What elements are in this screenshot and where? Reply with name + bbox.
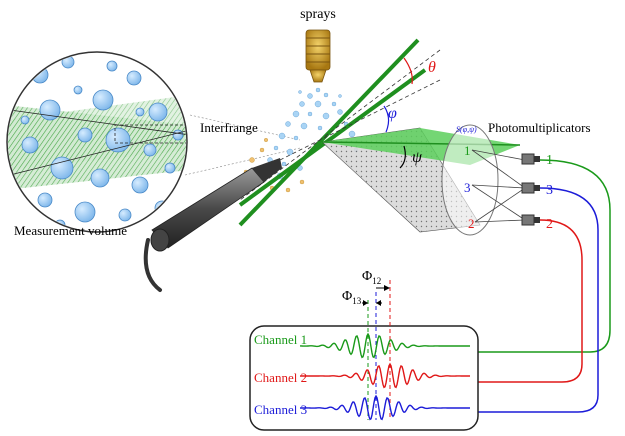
- detector-number-3: 3: [546, 183, 553, 198]
- channel-2-wave: [300, 362, 470, 389]
- laser-beams: [238, 38, 441, 227]
- spray-nozzle: [305, 29, 331, 83]
- measurement-volume-inset: [6, 51, 188, 233]
- channel-1-label: Channel 1: [254, 332, 307, 347]
- droplets: [20, 55, 184, 231]
- aperture-masks: S(φ,ψ) 1 3 2: [456, 125, 477, 231]
- phase-markers: [362, 280, 391, 420]
- sprays-label: sprays: [300, 7, 336, 22]
- interfrange-label: Interfrange: [200, 120, 258, 135]
- photomultiplicators-label: Photomultiplicators: [488, 120, 591, 135]
- aperture-number-3: 3: [464, 180, 471, 195]
- phi13-label: Φ13: [342, 289, 362, 306]
- psi-label: ψ: [412, 149, 423, 166]
- signal-cables: [478, 159, 611, 413]
- photomultiplier-2: [521, 214, 540, 226]
- channel-2-label: Channel 2: [254, 370, 307, 385]
- fiber-probe: [143, 158, 282, 292]
- measurement-volume-label: Measurement volume: [14, 223, 127, 238]
- collection-cone: [321, 124, 521, 236]
- photomultiplier-1: [521, 153, 540, 165]
- phi-label: φ: [388, 105, 397, 122]
- detector-number-2: 2: [546, 217, 553, 232]
- aperture-number-1: 1: [464, 143, 471, 158]
- aperture-fibers: [471, 149, 526, 223]
- channel-3-wave: [299, 394, 470, 421]
- theta-label: θ: [428, 59, 436, 76]
- phi12-label: Φ12: [362, 269, 381, 286]
- detector-formula-label: S(φ,ψ): [456, 125, 477, 134]
- aperture-number-2: 2: [468, 216, 475, 231]
- psi-arc: [399, 145, 406, 169]
- channel-3-label: Channel 3: [254, 402, 307, 417]
- waveforms: [299, 332, 470, 421]
- inset-leader-bottom: [184, 147, 301, 176]
- photomultiplier-3: [521, 182, 540, 194]
- theta-arc: [403, 57, 413, 85]
- phi-arc: [383, 105, 390, 133]
- channel-1-wave: [300, 332, 470, 359]
- inset-leader-top: [189, 114, 301, 141]
